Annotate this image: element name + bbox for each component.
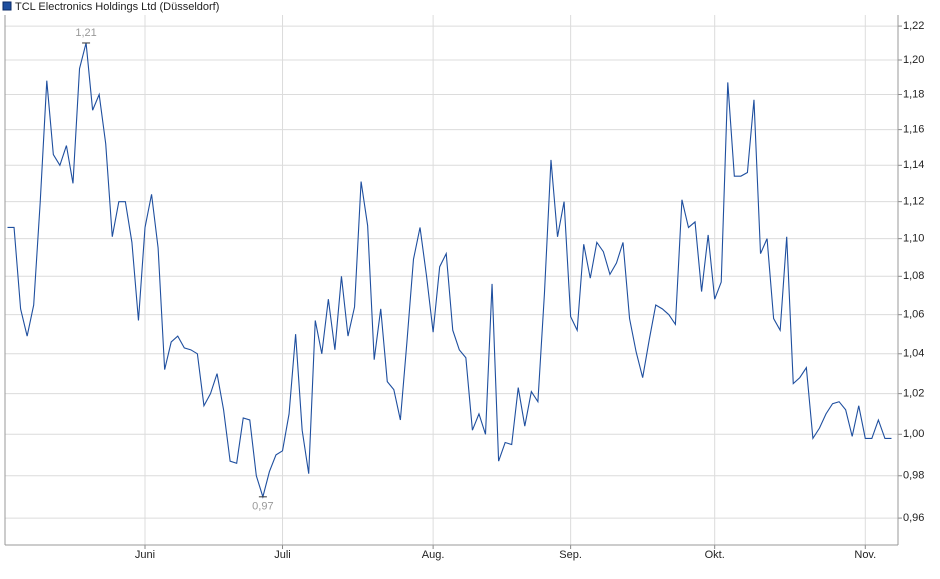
y-tick-label: 1,04: [903, 348, 924, 360]
x-tick-label: Juni: [135, 549, 155, 561]
y-tick-label: 1,08: [903, 270, 924, 282]
extreme-label: 0,97: [252, 501, 273, 513]
x-tick-label: Okt.: [705, 549, 725, 561]
y-tick-label: 1,02: [903, 388, 924, 400]
legend-label: TCL Electronics Holdings Ltd (Düsseldorf…: [15, 1, 219, 13]
y-tick-label: 0,98: [903, 470, 924, 482]
y-tick-label: 0,96: [903, 512, 924, 524]
x-tick-label: Nov.: [854, 549, 876, 561]
price-line: [7, 42, 892, 499]
y-tick-label: 1,06: [903, 309, 924, 321]
y-tick-label: 1,20: [903, 54, 924, 66]
y-tick-label: 1,22: [903, 20, 924, 32]
x-tick-label: Juli: [274, 549, 291, 561]
y-tick-label: 1,14: [903, 159, 924, 171]
extreme-label: 1,21: [75, 27, 96, 39]
legend-swatch: [2, 1, 12, 11]
y-tick-label: 1,12: [903, 196, 924, 208]
y-tick-label: 1,10: [903, 233, 924, 245]
y-tick-label: 1,18: [903, 88, 924, 100]
x-tick-label: Aug.: [422, 549, 445, 561]
y-tick-label: 1,00: [903, 428, 924, 440]
x-tick-label: Sep.: [559, 549, 582, 561]
y-tick-label: 1,16: [903, 124, 924, 136]
